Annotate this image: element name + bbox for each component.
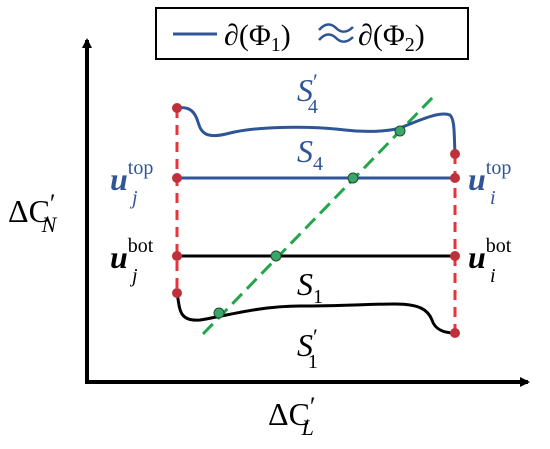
label-s1: S1: [297, 266, 323, 308]
legend-expression: ∂(Φ1): [224, 19, 291, 56]
label-u-i-top: utop i: [468, 157, 511, 209]
red-point-bottom-right: [450, 328, 460, 338]
label-u-i-bot-main: u: [468, 239, 486, 275]
legend-close-left: ): [281, 19, 291, 52]
legend-expr-left: ∂(Φ: [224, 19, 271, 52]
red-point-bottom-left: [172, 288, 182, 298]
legend-close-right: ): [415, 19, 425, 52]
legend-sub-left: 1: [271, 34, 281, 56]
y-axis-label-prime: ′: [50, 189, 56, 218]
red-point-top-left: [172, 103, 182, 113]
label-s4-sub: 4: [313, 153, 323, 175]
label-u-j-bot-sub: j: [129, 265, 138, 287]
label-u-i-top-sup: top: [486, 157, 512, 179]
label-u-j-bot: ubot j: [110, 235, 154, 287]
x-axis-label: ΔC′ L: [268, 392, 316, 440]
x-axis-label-sub: L: [301, 415, 314, 440]
label-u-j-bot-main: u: [110, 239, 128, 275]
legend-expr-right: ∂(Φ: [358, 19, 405, 52]
label-s4: S4: [297, 133, 323, 175]
red-point-ui-top: [450, 173, 460, 183]
label-s1-prime: S′ 1: [297, 324, 318, 373]
red-point-uj-bot: [172, 251, 182, 261]
label-s4-prime: S′ 4: [297, 69, 318, 118]
x-axis-label-prime: ′: [310, 392, 316, 421]
s4-prime-curve: [176, 106, 457, 155]
legend-sub-right: 2: [405, 34, 415, 56]
red-point-ui-bot: [450, 251, 460, 261]
green-point-s1: [270, 250, 282, 262]
legend-approx-icon: [318, 23, 354, 43]
label-s1-prime-main: S: [297, 327, 313, 363]
label-u-i-bot-sub: i: [490, 265, 496, 287]
green-dashed-diagonal: [201, 94, 436, 336]
label-s4-prime-mark: ′: [313, 69, 318, 94]
green-point-s4-prime: [394, 125, 406, 137]
points: [172, 103, 460, 338]
green-point-s1-prime: [213, 307, 225, 319]
red-dashed-verticals: [175, 108, 457, 333]
legend: ∂(Φ1) ∂(Φ2): [155, 7, 469, 60]
y-axis-label-sub: N: [41, 212, 58, 237]
label-u-i-top-main: u: [468, 161, 486, 197]
label-s1-prime-sub: 1: [308, 351, 318, 373]
label-u-j-top: utop j: [110, 157, 153, 209]
label-u-i-top-sub: i: [490, 187, 496, 209]
label-s1-sub: 1: [313, 286, 323, 308]
legend-expression-right: ∂(Φ2): [358, 19, 425, 56]
label-u-i-bot-sup: bot: [486, 235, 512, 257]
label-u-j-top-main: u: [110, 161, 128, 197]
label-u-i-bot: ubot i: [468, 235, 512, 287]
label-u-j-top-sub: j: [129, 187, 138, 209]
red-point-top-right: [450, 149, 460, 159]
label-s4-main: S: [297, 133, 313, 169]
y-axis-label-main: ΔC: [8, 193, 50, 229]
label-s4-prime-main: S: [297, 72, 313, 108]
label-s1-main: S: [297, 266, 313, 302]
label-s1-prime-mark: ′: [313, 324, 318, 349]
label-u-j-top-sup: top: [128, 157, 154, 179]
red-point-uj-top: [172, 173, 182, 183]
label-u-j-bot-sup: bot: [128, 235, 154, 257]
s1-prime-curve: [175, 292, 456, 335]
y-axis-label: ΔC′ N: [8, 189, 58, 237]
green-point-s4: [347, 172, 359, 184]
label-s4-prime-sub: 4: [308, 96, 318, 118]
x-axis-label-main: ΔC: [268, 396, 310, 432]
axes: [82, 38, 530, 387]
